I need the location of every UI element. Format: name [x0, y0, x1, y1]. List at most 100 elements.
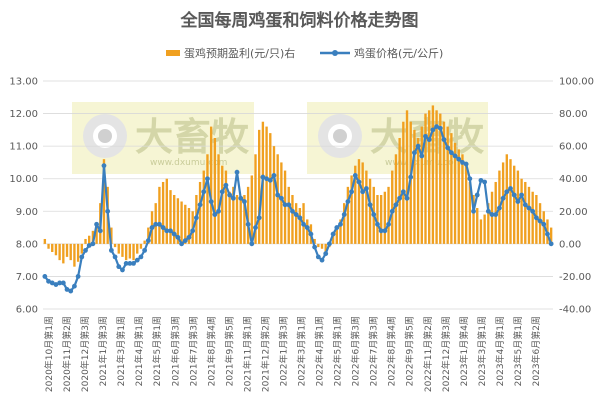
profit-bar	[346, 186, 350, 244]
egg-price-point	[522, 202, 528, 208]
profit-bar	[450, 133, 453, 244]
profit-bar	[405, 110, 409, 244]
egg-price-point	[315, 254, 321, 260]
egg-price-point	[171, 231, 177, 237]
profit-bar	[102, 159, 106, 244]
profit-bar	[161, 181, 165, 244]
egg-price-point	[515, 199, 521, 204]
egg-price-point	[97, 228, 103, 234]
egg-price-point	[193, 215, 199, 221]
profit-bar	[243, 195, 246, 244]
profit-bar	[283, 170, 287, 244]
profit-bar	[350, 175, 353, 244]
x-tick-label: 2022年7月第3周	[368, 316, 380, 386]
profit-bar	[117, 243, 120, 254]
profit-bar	[187, 208, 191, 244]
egg-price-point	[186, 234, 192, 240]
profit-bar	[398, 138, 401, 244]
profit-bar	[184, 204, 187, 244]
egg-price-point	[242, 199, 247, 204]
profit-bar	[549, 227, 553, 244]
egg-price-point	[49, 280, 55, 286]
legend-swatch-marker	[332, 50, 338, 56]
right-tick-label: 0.00	[559, 239, 581, 250]
profit-bar	[84, 238, 87, 244]
egg-price-point	[42, 274, 48, 279]
egg-price-point	[511, 192, 517, 198]
egg-price-point	[253, 225, 258, 230]
x-tick-label: 2023年6月第2周	[530, 316, 542, 386]
profit-bar	[391, 170, 394, 244]
x-tick-label: 2021年12月第2周	[259, 316, 271, 392]
profit-bar	[416, 138, 420, 244]
right-tick-label: 20.00	[559, 207, 588, 218]
x-tick-label: 2021年3月第1周	[115, 316, 127, 386]
profit-bar	[180, 201, 183, 244]
profit-bar	[461, 154, 464, 244]
egg-price-point	[201, 189, 207, 195]
egg-price-point	[223, 182, 229, 188]
profit-bar	[291, 195, 294, 244]
left-tick-label: 10.00	[9, 174, 38, 185]
egg-price-point	[264, 176, 269, 182]
egg-price-point	[548, 241, 554, 247]
egg-price-point	[153, 221, 159, 227]
profit-bar	[320, 243, 324, 249]
profit-bar	[76, 243, 80, 262]
profit-bar	[113, 243, 117, 248]
grid	[43, 80, 553, 310]
profit-bar	[520, 178, 523, 244]
x-tick-label: 2021年1月第3周	[97, 316, 109, 386]
profit-bar	[217, 154, 220, 244]
profit-bar	[47, 243, 50, 249]
egg-price-point	[489, 212, 495, 217]
profit-bar	[298, 208, 302, 244]
profit-bar	[538, 203, 542, 244]
profit-bar	[446, 126, 449, 244]
egg-price-point	[508, 186, 513, 191]
profit-bar	[476, 208, 479, 244]
egg-price-point	[541, 221, 547, 227]
profit-bar	[202, 170, 205, 244]
egg-price-point	[360, 189, 366, 195]
profit-bar	[313, 238, 316, 244]
egg-price-point	[327, 241, 332, 247]
egg-price-point	[485, 208, 491, 214]
profit-bar	[121, 243, 124, 257]
egg-price-point	[101, 163, 107, 169]
profit-bar	[453, 142, 457, 244]
profit-bar	[306, 219, 309, 244]
egg-price-point	[238, 195, 244, 201]
egg-price-point	[323, 251, 329, 257]
egg-price-point	[471, 208, 476, 214]
egg-price-point	[530, 208, 536, 214]
egg-price-point	[378, 228, 384, 234]
egg-price-point	[293, 212, 299, 217]
profit-bar	[368, 178, 372, 244]
x-tick-label: 2022年4月第1周	[314, 316, 326, 386]
egg-price-point	[286, 202, 292, 208]
profit-bar	[527, 186, 531, 244]
x-tick-label: 2021年6月第3周	[169, 316, 181, 386]
egg-price-point	[175, 234, 181, 240]
legend: 蛋鸡预期盈利(元/只)右 鸡蛋价格(元/公斤)	[166, 46, 443, 60]
egg-price-point	[256, 215, 262, 221]
egg-price-point	[108, 247, 114, 253]
profit-bar	[464, 165, 468, 244]
x-tick-label: 2021年8月第4周	[205, 316, 217, 386]
profit-bar	[165, 178, 168, 244]
profit-bar	[468, 181, 472, 244]
egg-price-point	[434, 124, 439, 129]
profit-bar	[250, 175, 253, 244]
egg-price-point	[57, 280, 63, 286]
profit-bar	[80, 243, 83, 254]
profit-bar	[509, 159, 512, 244]
egg-price-point	[79, 254, 85, 260]
x-tick-label: 2022年11月第2周	[422, 316, 434, 392]
profit-bar	[413, 129, 416, 244]
egg-price-point	[338, 221, 343, 227]
egg-price-point	[245, 221, 251, 227]
profit-bar	[224, 170, 228, 244]
egg-price-point	[497, 205, 502, 211]
